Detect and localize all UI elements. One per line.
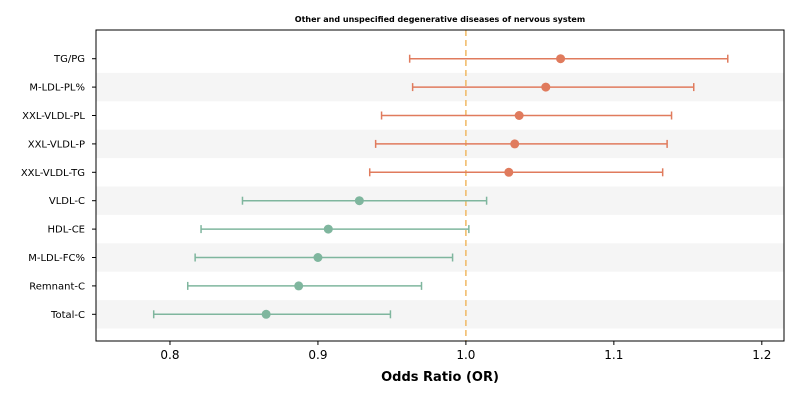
or-point — [323, 224, 333, 234]
or-point — [354, 196, 364, 206]
x-axis-label: Odds Ratio (OR) — [381, 370, 499, 385]
x-tick-label: 1.0 — [456, 348, 475, 362]
plot-frame — [95, 29, 785, 342]
or-point — [313, 253, 323, 262]
y-tick-label: TG/PG — [53, 54, 85, 65]
chart-title: Other and unspecified degenerative disea… — [295, 15, 585, 24]
x-axis: 0.8 0.9 1.0 1.1 1.2 — [160, 341, 771, 362]
or-point — [261, 309, 271, 319]
x-tick-label: 1.2 — [752, 348, 771, 362]
x-tick-label: 0.9 — [308, 348, 327, 362]
chart-marks — [152, 54, 729, 319]
or-point — [294, 281, 304, 291]
y-tick-label: VLDL-C — [49, 196, 85, 207]
x-tick-label: 0.8 — [160, 348, 179, 362]
y-tick-label: M-LDL-PL% — [29, 83, 85, 94]
y-tick-label: M-LDL-FC% — [28, 253, 85, 264]
or-point — [504, 167, 514, 177]
or-point — [510, 139, 520, 149]
y-tick-label: XXL-VLDL-P — [28, 139, 85, 150]
or-point — [556, 54, 566, 64]
x-tick-label: 1.1 — [604, 348, 623, 362]
y-tick-label: Total-C — [50, 310, 85, 321]
y-tick-label: HDL-CE — [47, 225, 85, 236]
y-tick-label: XXL-VLDL-TG — [21, 168, 85, 179]
y-tick-label: XXL-VLDL-PL — [22, 111, 85, 122]
or-point — [514, 111, 524, 120]
or-point — [541, 82, 551, 92]
y-tick-label: Remnant-C — [29, 281, 85, 292]
y-axis-labels: TG/PG M-LDL-PL% XXL-VLDL-PL XXL-VLDL-P XXL-V… — [21, 54, 96, 321]
